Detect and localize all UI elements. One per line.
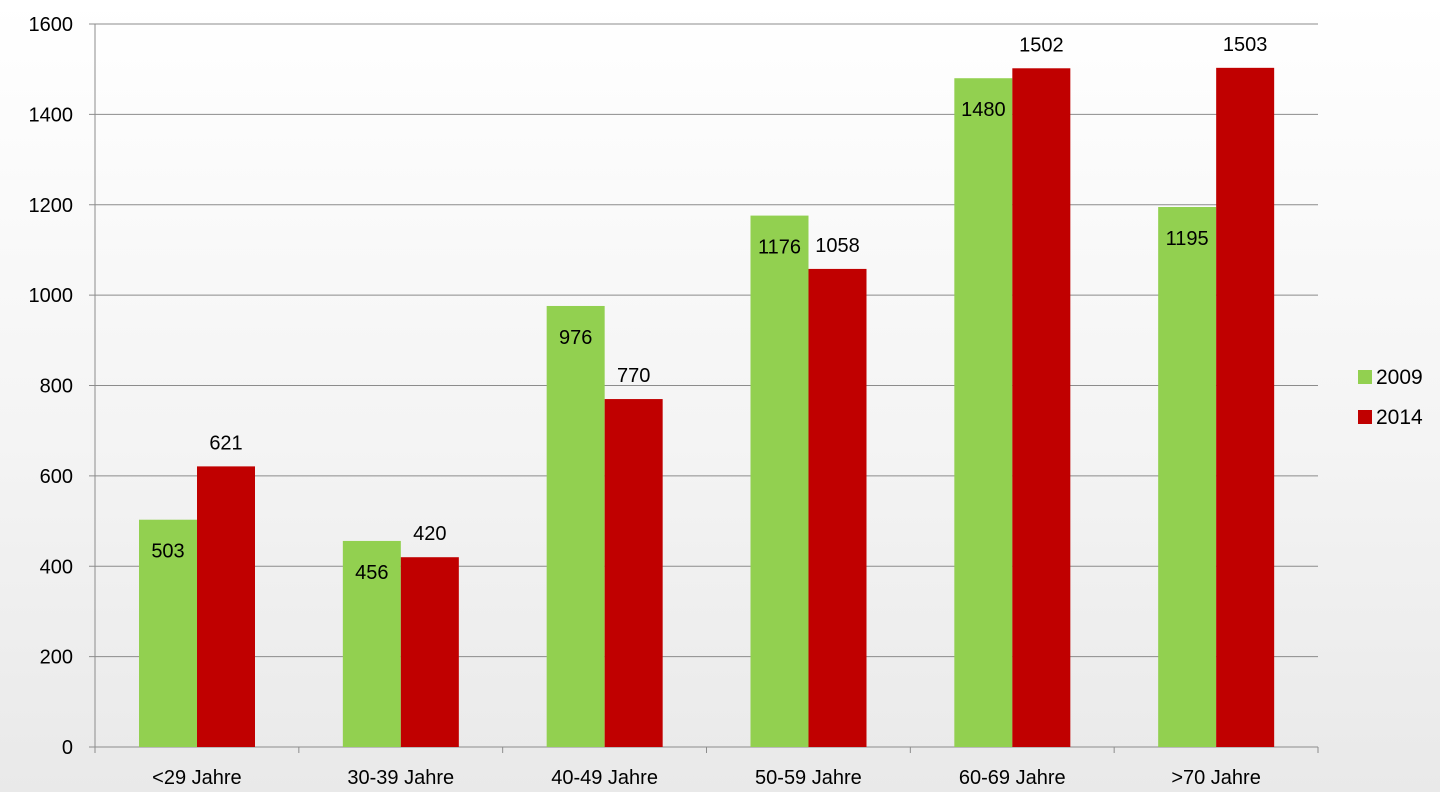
data-label-2014: 1058 xyxy=(815,235,860,257)
bar-2014 xyxy=(197,466,255,747)
x-tick-label: 40-49 Jahre xyxy=(551,767,658,789)
legend: 2009 2014 xyxy=(1358,366,1423,429)
data-label-2014: 770 xyxy=(617,365,650,387)
legend-swatch-2009 xyxy=(1358,370,1372,384)
bar-2009 xyxy=(1158,207,1217,747)
bar-2009 xyxy=(546,305,605,747)
bar-2014 xyxy=(1012,68,1071,747)
y-tick-label: 1000 xyxy=(29,285,74,307)
y-tick-label: 800 xyxy=(40,376,73,398)
data-label-2014: 1503 xyxy=(1223,34,1268,56)
y-tick-label: 1600 xyxy=(29,14,74,36)
x-tick-label: >70 Jahre xyxy=(1171,767,1261,789)
x-tick-label: 30-39 Jahre xyxy=(347,767,454,789)
data-label-2014: 420 xyxy=(413,523,446,545)
legend-swatch-2014 xyxy=(1358,410,1372,424)
data-label-2009: 1176 xyxy=(758,237,801,259)
data-label-2014: 1502 xyxy=(1019,34,1064,56)
x-tick-label: 60-69 Jahre xyxy=(959,767,1066,789)
bar-2009 xyxy=(954,78,1013,748)
x-tick-label: <29 Jahre xyxy=(152,767,242,789)
y-tick-label: 1200 xyxy=(29,195,74,217)
y-tick-label: 1400 xyxy=(29,104,74,126)
y-tick-label: 400 xyxy=(40,556,73,578)
data-label-2014: 621 xyxy=(209,432,242,454)
x-tick-label: 50-59 Jahre xyxy=(755,767,862,789)
bar-2009 xyxy=(750,215,809,748)
bar-2014 xyxy=(808,268,867,747)
bar-2014 xyxy=(1216,67,1275,747)
gridlines xyxy=(95,23,1318,658)
axes: 0 200 400 600 800 1000 1200 1400 1600 <29 Jahre 30… xyxy=(29,14,1319,789)
data-labels: 503 621 456 420 976 770 1176 1058 1480 1502 1195 15… xyxy=(151,34,1267,584)
y-tick-label: 600 xyxy=(40,466,73,488)
bar-2009 xyxy=(342,540,401,747)
bars xyxy=(139,67,1275,748)
data-label-2009: 1195 xyxy=(1166,228,1209,250)
data-label-2009: 1480 xyxy=(961,99,1006,121)
y-tick-label: 200 xyxy=(40,647,73,669)
data-label-2009: 503 xyxy=(151,541,184,563)
bar-2009 xyxy=(139,519,197,747)
bar-2014 xyxy=(400,557,459,747)
data-label-2009: 976 xyxy=(559,327,592,349)
y-tick-label: 0 xyxy=(62,737,73,759)
bar-2014 xyxy=(604,399,663,747)
legend-label-2014: 2014 xyxy=(1376,406,1423,429)
legend-label-2009: 2009 xyxy=(1376,366,1423,389)
data-label-2009: 456 xyxy=(355,562,388,584)
